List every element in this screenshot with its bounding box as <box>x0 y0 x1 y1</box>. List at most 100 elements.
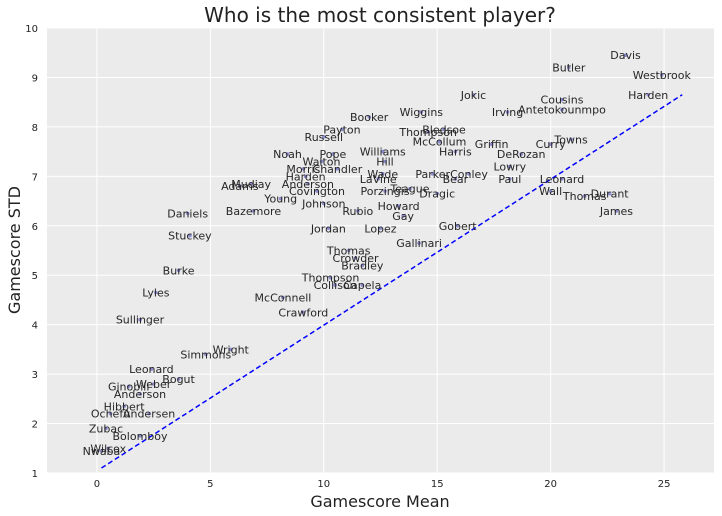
point-label: Hibbert <box>104 400 146 413</box>
data-point <box>185 211 190 216</box>
point-label: Russell <box>305 131 343 144</box>
data-point <box>340 127 344 132</box>
data-point <box>505 110 510 114</box>
data-point <box>346 248 351 253</box>
point-label: Antetokounmpo <box>518 104 606 117</box>
data-point <box>122 404 126 409</box>
point-label: Booker <box>350 111 389 124</box>
point-label: Pope <box>319 148 346 161</box>
x-tick-label: 5 <box>207 479 213 490</box>
data-point <box>519 152 523 156</box>
data-point <box>278 196 283 201</box>
point-label: Mudiay <box>231 178 271 191</box>
data-point <box>383 159 387 164</box>
point-label: Leonard <box>540 173 584 186</box>
data-point <box>321 134 326 139</box>
point-label: Wall <box>539 185 562 198</box>
point-label: Lyles <box>142 287 169 300</box>
data-point <box>303 174 308 179</box>
point-label: Porzingis <box>360 185 409 198</box>
point-label: James <box>599 205 633 218</box>
point-label: Irving <box>492 106 523 119</box>
data-point <box>154 290 158 295</box>
point-label: Walton <box>303 156 341 169</box>
data-point <box>104 426 108 431</box>
point-label: Burke <box>163 264 195 277</box>
y-tick-label: 9 <box>32 73 38 84</box>
data-point <box>360 263 365 268</box>
point-label: McCollum <box>413 136 467 149</box>
point-label: Andersen <box>123 408 175 421</box>
data-point <box>138 317 142 322</box>
data-point <box>108 411 113 416</box>
data-point <box>251 209 256 213</box>
x-tick-label: 10 <box>317 479 330 490</box>
point-label: Thomas <box>326 245 371 258</box>
point-label: Bear <box>443 173 469 186</box>
point-label: Williams <box>360 146 406 159</box>
point-label: Daniels <box>167 207 208 220</box>
data-point <box>356 209 360 213</box>
trend-line <box>101 94 683 469</box>
data-point <box>508 177 512 181</box>
data-point <box>453 177 458 181</box>
point-label: Chandler <box>313 163 363 176</box>
data-point <box>176 268 181 273</box>
y-tick-label: 10 <box>25 24 38 35</box>
data-point <box>426 130 430 134</box>
data-point <box>149 367 154 371</box>
point-label: Noah <box>273 148 302 161</box>
data-point <box>396 204 401 208</box>
point-label: Johnson <box>301 198 345 211</box>
data-point <box>508 164 512 169</box>
point-label: Wilcox <box>90 442 126 455</box>
data-point <box>228 347 233 352</box>
data-point <box>238 184 242 189</box>
data-point <box>176 377 181 381</box>
data-point <box>614 209 619 213</box>
y-axis-label: Gamescore STD <box>5 186 24 314</box>
point-label: Parker <box>415 168 450 181</box>
data-point <box>569 137 573 142</box>
data-point <box>471 92 476 97</box>
data-point <box>126 384 131 389</box>
point-label: Simmons <box>180 348 231 361</box>
data-point <box>548 142 553 146</box>
point-label: Rubio <box>342 205 373 218</box>
point-label: Teague <box>389 183 429 196</box>
point-label: Morris <box>286 163 320 176</box>
data-point <box>249 181 253 186</box>
data-point <box>281 295 285 300</box>
data-point <box>560 97 564 102</box>
point-label: Gay <box>392 210 414 223</box>
data-point <box>560 107 564 112</box>
x-axis-label: Gamescore Mean <box>310 492 449 511</box>
point-label: Davis <box>610 49 641 62</box>
point-label: Cousins <box>541 94 584 107</box>
data-point <box>315 189 319 193</box>
point-label: Thomas <box>562 190 607 203</box>
point-label: Thompson <box>398 126 457 139</box>
data-point <box>138 392 142 396</box>
data-point <box>435 191 440 196</box>
data-point <box>419 110 424 114</box>
point-labels: Davis Butler Westbrook Harden Jokic Cousins Ir… <box>83 49 692 458</box>
data-point <box>319 159 324 164</box>
data-point <box>380 149 385 154</box>
point-label: Harden <box>628 89 668 102</box>
point-label: Durant <box>591 188 630 201</box>
point-label: Stuckey <box>168 230 212 243</box>
data-point <box>376 177 381 181</box>
point-label: Zubac <box>89 423 123 436</box>
data-point <box>333 283 337 287</box>
point-label: Harden <box>286 170 326 183</box>
x-tick-label: 15 <box>431 479 444 490</box>
point-label: Wright <box>213 343 250 356</box>
y-tick-label: 3 <box>32 370 38 381</box>
point-label: Nwaba <box>83 445 121 458</box>
point-label: Jokic <box>460 89 486 102</box>
data-point <box>301 310 306 315</box>
y-tick-labels: 1 2 3 4 5 6 7 8 9 10 <box>25 24 38 480</box>
data-points <box>99 53 664 453</box>
